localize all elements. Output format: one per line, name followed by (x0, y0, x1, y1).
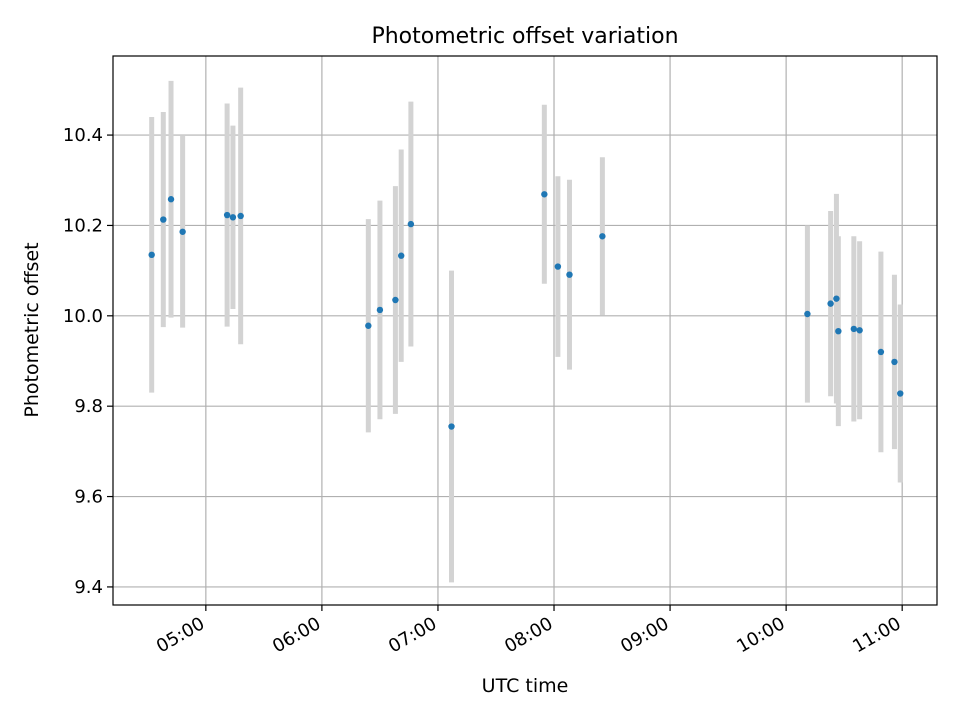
data-point (407, 220, 415, 228)
data-point (237, 212, 244, 220)
data-point (167, 196, 175, 203)
y-tick-label: 10.4 (63, 125, 103, 146)
grid-lines (113, 56, 937, 605)
y-tick-label: 10.2 (63, 215, 103, 236)
data-point (827, 300, 834, 307)
data-point (376, 306, 384, 314)
plot-frame (112, 55, 938, 606)
data-points (148, 191, 904, 430)
data-point (541, 191, 548, 198)
y-tick-label: 9.6 (74, 487, 103, 508)
data-point (398, 252, 405, 259)
x-axis-label: UTC time (482, 675, 569, 697)
data-point (856, 327, 863, 334)
data-point (448, 423, 455, 430)
data-point (804, 310, 811, 318)
chart-title: Photometric offset variation (371, 24, 678, 49)
y-axis-label: Photometric offset (21, 242, 43, 417)
data-point (365, 322, 372, 329)
y-axis-ticks: 9.4 9.6 9.8 10.0 10.2 10.4 (63, 125, 113, 598)
data-point (835, 327, 842, 335)
y-tick-label: 9.8 (74, 396, 103, 417)
data-point (392, 296, 399, 304)
data-point (554, 263, 562, 270)
data-point (850, 325, 858, 333)
y-tick-label: 10.0 (63, 306, 103, 327)
data-point (599, 233, 606, 240)
data-point (891, 358, 898, 366)
data-point (160, 216, 167, 223)
data-point (223, 211, 231, 219)
data-point (566, 271, 573, 278)
data-point (833, 295, 840, 302)
data-point (148, 251, 155, 259)
data-point (179, 228, 186, 235)
data-point (877, 348, 885, 356)
data-point (229, 214, 237, 221)
data-point (897, 390, 904, 397)
y-tick-label: 9.4 (74, 577, 103, 598)
